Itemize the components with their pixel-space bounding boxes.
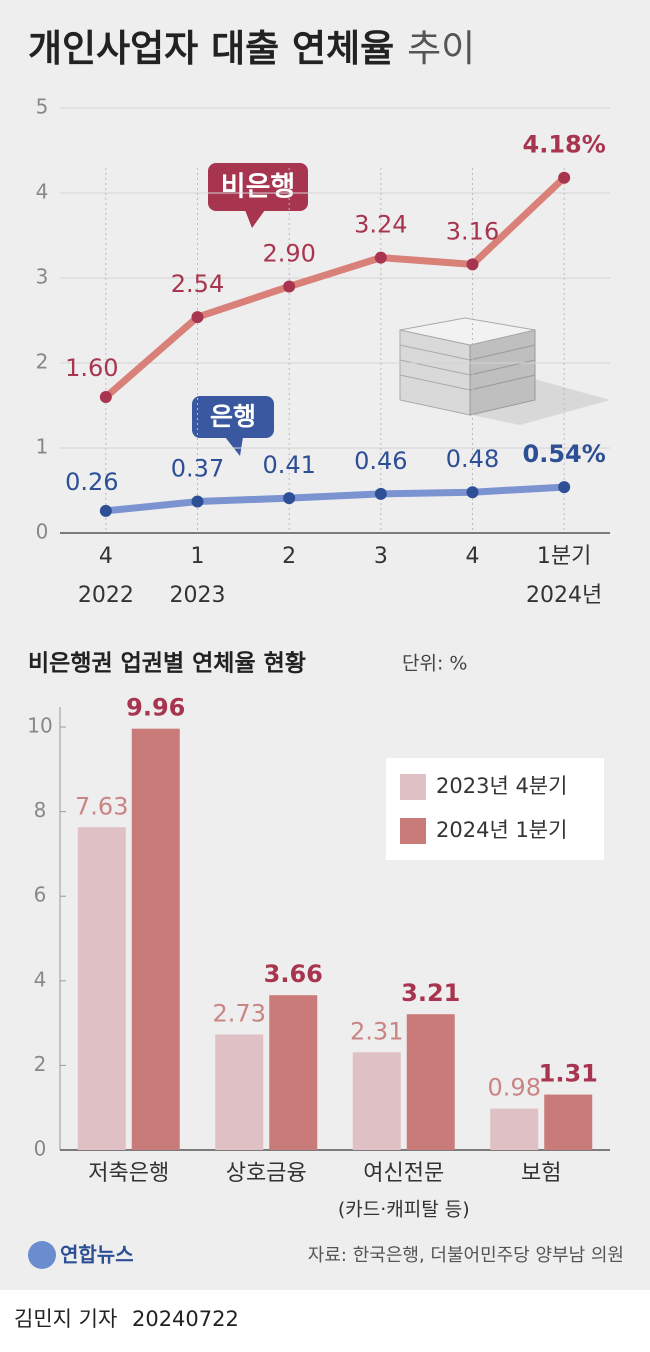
- x-tick-sublabel: 2022: [78, 583, 134, 608]
- point: [283, 492, 296, 505]
- data-label: 0.26: [65, 468, 118, 496]
- data-label: 2.31: [350, 1017, 403, 1045]
- x-tick-label: 3: [374, 544, 388, 569]
- x-tick-label: 4: [99, 544, 113, 569]
- data-label: 2.73: [213, 1000, 266, 1028]
- source: 자료: 한국은행, 더불어민주당 양부남 의원: [308, 1245, 624, 1266]
- point: [466, 258, 479, 271]
- legend-swatch: [400, 774, 426, 800]
- byline-date: 20240722: [132, 1307, 239, 1331]
- title-main: 개인사업자 대출 연체율: [28, 27, 394, 70]
- y-tick-label: 2: [34, 1052, 47, 1076]
- x-tick-label: 여신전문: [363, 1161, 444, 1186]
- y-tick-label: 8: [34, 798, 47, 822]
- bar: [406, 1014, 455, 1150]
- legend-swatch: [400, 818, 426, 844]
- point: [374, 251, 387, 264]
- point: [466, 486, 479, 499]
- data-label: 3.24: [354, 211, 407, 239]
- series-label: 비은행: [221, 172, 296, 203]
- x-tick-label: 4: [466, 544, 480, 569]
- y-tick-label: 3: [36, 265, 49, 289]
- logo: 연합뉴스: [60, 1243, 134, 1267]
- y-tick-label: 4: [36, 180, 49, 204]
- y-tick-label: 4: [34, 967, 47, 991]
- bar: [269, 995, 318, 1150]
- line: [105, 483, 565, 515]
- point: [558, 481, 571, 494]
- x-tick-label: 1분기: [537, 544, 591, 569]
- data-label: 0.46: [354, 447, 407, 475]
- bar: [490, 1108, 539, 1150]
- data-label: 0.37: [171, 455, 224, 483]
- x-tick-sublabel: (카드·캐피탈 등): [338, 1199, 470, 1221]
- point: [99, 391, 112, 403]
- series-label: 은행: [210, 402, 256, 431]
- money-illustration: [399, 317, 610, 425]
- point: [191, 311, 204, 324]
- title: 개인사업자 대출 연체율 추이: [28, 27, 475, 70]
- data-label: 0.54%: [523, 440, 606, 468]
- logo-icon: [28, 1241, 56, 1269]
- x-tick-label: 1: [191, 544, 205, 569]
- data-label: 2.90: [262, 240, 315, 268]
- data-label: 0.48: [446, 445, 499, 473]
- legend-label: 2023년 4분기: [436, 774, 567, 798]
- y-tick-label: 6: [34, 883, 47, 907]
- line: [103, 175, 567, 400]
- bar: [77, 827, 126, 1150]
- point: [99, 504, 112, 517]
- x-tick-label: 상호금융: [226, 1161, 307, 1186]
- point: [191, 495, 204, 508]
- legend-label: 2024년 1분기: [436, 818, 567, 842]
- byline-name: 김민지 기자: [14, 1307, 117, 1331]
- y-tick-label: 0: [34, 1137, 47, 1161]
- y-tick-label: 10: [27, 714, 52, 738]
- unit-label: 단위: %: [402, 653, 467, 675]
- x-tick-sublabel: 2023: [170, 583, 226, 608]
- data-label: 3.66: [264, 960, 323, 988]
- data-label: 7.63: [75, 792, 128, 820]
- bar: [215, 1034, 264, 1150]
- point: [558, 171, 571, 184]
- x-tick-sublabel: 2024년: [526, 583, 602, 608]
- point: [283, 280, 296, 293]
- x-tick-label: 저축은행: [88, 1161, 169, 1186]
- data-label: 3.21: [401, 979, 460, 1007]
- title-suffix: 추이: [407, 27, 475, 70]
- point: [374, 487, 387, 500]
- y-tick-label: 1: [36, 435, 49, 459]
- data-label: 9.96: [126, 694, 185, 722]
- bar: [352, 1052, 401, 1150]
- chart-title: 비은행권 업권별 연체율 현황: [28, 651, 306, 677]
- byline: 김민지 기자 20240722: [14, 1307, 239, 1331]
- callout-nonbank: 비은행: [208, 163, 308, 228]
- bar: [131, 728, 180, 1150]
- x-tick-label: 보험: [521, 1161, 561, 1186]
- data-label: 0.41: [262, 451, 315, 479]
- data-label: 3.16: [446, 217, 499, 245]
- data-label: 1.31: [539, 1060, 598, 1088]
- callout-bank: 은행: [192, 396, 274, 456]
- data-label: 2.54: [171, 270, 224, 298]
- y-tick-label: 2: [36, 350, 49, 374]
- bar: [544, 1094, 593, 1150]
- byline-strip: [0, 1290, 650, 1352]
- y-tick-label: 5: [36, 95, 49, 119]
- x-tick-label: 2: [282, 544, 296, 569]
- data-label: 4.18%: [523, 131, 606, 159]
- y-tick-label: 0: [36, 520, 49, 544]
- data-label: 0.98: [488, 1074, 541, 1102]
- data-label: 1.60: [65, 354, 118, 382]
